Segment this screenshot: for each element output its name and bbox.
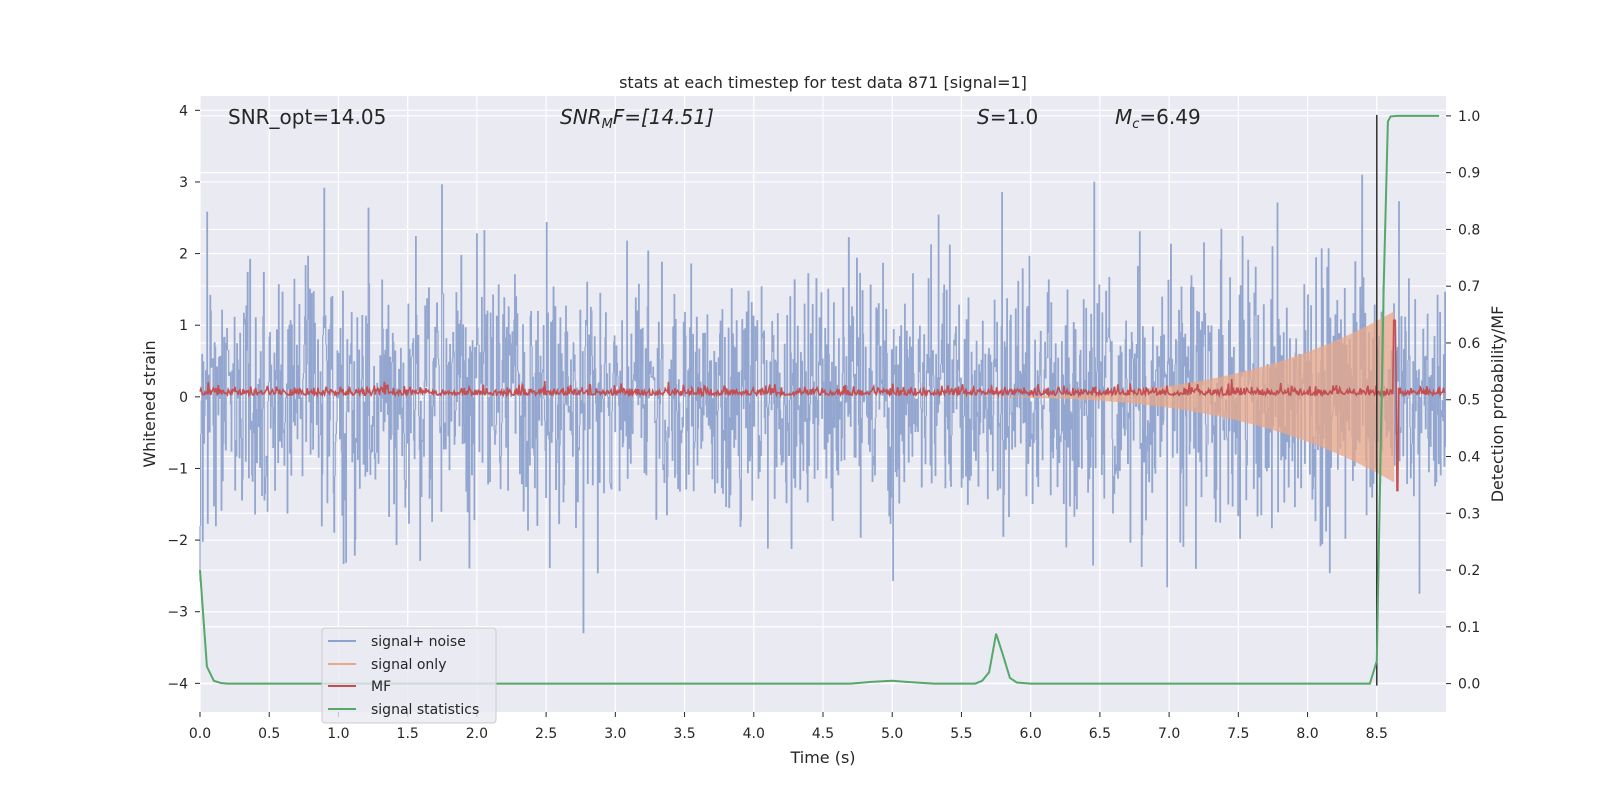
y2-tick-label: 0.7	[1458, 279, 1480, 295]
x-tick-label: 4.0	[743, 726, 765, 742]
x-tick-label: 0.0	[189, 726, 211, 742]
snr-mf-sub: M	[602, 117, 613, 132]
annotation-snr-mf: SNRMF=[14.51]	[560, 105, 714, 132]
x-tick-label: 4.5	[812, 726, 834, 742]
legend: signal+ noise signal only MF signal stat…	[321, 627, 497, 724]
y2-tick-label: 0.9	[1458, 166, 1480, 182]
y-axis-label: Whitened strain	[140, 340, 159, 467]
mf-trace	[199, 319, 1446, 492]
y2-tick-label: 0.3	[1458, 506, 1480, 522]
x-tick-label: 6.0	[1020, 726, 1042, 742]
y-tick-label: −4	[167, 676, 188, 692]
x-tick-label: 6.5	[1089, 726, 1111, 742]
legend-label-mf: MF	[371, 679, 391, 695]
y-tick-label: 1	[179, 318, 188, 334]
s-rest: =1.0	[990, 105, 1039, 129]
y2-tick-label: 0.8	[1458, 222, 1480, 238]
annotation-snr-opt: SNR_opt=14.05	[228, 105, 386, 129]
legend-box	[321, 627, 497, 724]
x-axis-ticks: 0.0 0.5 1.0 1.5 2.0 2.5 3.0 3.5 4.0 4.5 5.0 5.5 6.0 6…	[189, 712, 1388, 742]
x-tick-label: 1.5	[397, 726, 419, 742]
y2-tick-label: 0.0	[1458, 677, 1480, 693]
y2-tick-label: 0.5	[1458, 393, 1480, 409]
y-tick-label: −3	[167, 605, 188, 621]
y2-axis-label: Detection probability/MF	[1488, 306, 1507, 503]
annotation-mc: Mc=6.49	[1115, 105, 1201, 132]
mc-rest: =6.49	[1139, 105, 1200, 129]
s-main: S	[977, 105, 990, 129]
series-mf	[199, 319, 1446, 492]
y-tick-label: 2	[179, 247, 188, 263]
y-tick-label: 3	[179, 175, 188, 191]
y-tick-label: 0	[179, 390, 188, 406]
x-tick-label: 8.5	[1366, 726, 1388, 742]
y-tick-label: 4	[179, 103, 188, 119]
y2-tick-label: 0.6	[1458, 336, 1480, 352]
y-axis-ticks: 4 3 2 1 0 −1 −2 −3 −4	[167, 103, 200, 692]
x-tick-label: 7.5	[1227, 726, 1249, 742]
legend-label-signal-only: signal only	[371, 657, 446, 673]
signal-only-trace	[919, 311, 1395, 483]
y-tick-label: −1	[167, 461, 188, 477]
signal-statistics-trace	[199, 114, 1440, 685]
chart-title: stats at each timestep for test data 871…	[619, 73, 1027, 92]
y2-axis-ticks: 1.0 0.9 0.8 0.7 0.6 0.5 0.4 0.3 0.2 0.1 0.0	[1446, 109, 1480, 693]
x-tick-label: 5.5	[950, 726, 972, 742]
y2-tick-label: 0.1	[1458, 620, 1480, 636]
annotation-s: S=1.0	[977, 105, 1038, 129]
x-tick-label: 5.0	[881, 726, 903, 742]
x-tick-label: 3.0	[604, 726, 626, 742]
snr-mf-main: SNR	[560, 105, 602, 129]
mc-main: M	[1115, 105, 1132, 129]
snr-mf-rest: F=[14.51]	[613, 105, 714, 129]
y2-tick-label: 0.4	[1458, 450, 1480, 466]
x-tick-label: 2.5	[535, 726, 557, 742]
x-tick-label: 0.5	[258, 726, 280, 742]
series-signal-statistics	[199, 114, 1440, 685]
x-tick-label: 3.5	[673, 726, 695, 742]
y-tick-label: −2	[167, 533, 188, 549]
series-signal-only	[919, 311, 1395, 483]
y2-tick-label: 1.0	[1458, 109, 1480, 125]
x-tick-label: 2.0	[466, 726, 488, 742]
x-axis-label: Time (s)	[789, 748, 855, 767]
x-tick-label: 7.0	[1158, 726, 1180, 742]
legend-label-signal-statistics: signal statistics	[371, 702, 479, 718]
x-tick-label: 1.0	[327, 726, 349, 742]
mc-sub: c	[1132, 117, 1139, 132]
y2-tick-label: 0.2	[1458, 563, 1480, 579]
x-tick-label: 8.0	[1296, 726, 1318, 742]
legend-label-signal-noise: signal+ noise	[371, 634, 466, 650]
